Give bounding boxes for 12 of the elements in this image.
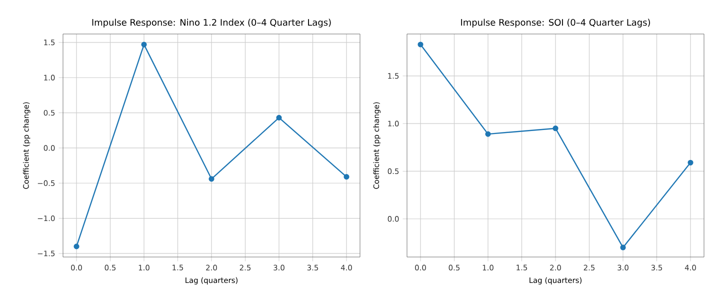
- point: [276, 114, 282, 120]
- point: [418, 42, 424, 48]
- point: [620, 244, 626, 250]
- point: [208, 176, 214, 182]
- chart-title: Impulse Response: Nino 1.2 Index (0–4 Quarter Lags): [92, 18, 331, 28]
- point: [688, 160, 694, 166]
- chart-title: Impulse Response: SOI (0–4 Quarter Lags): [461, 18, 650, 28]
- point: [552, 126, 558, 132]
- point: [74, 244, 80, 250]
- point: [344, 174, 350, 180]
- point: [485, 131, 491, 137]
- point: [141, 42, 147, 48]
